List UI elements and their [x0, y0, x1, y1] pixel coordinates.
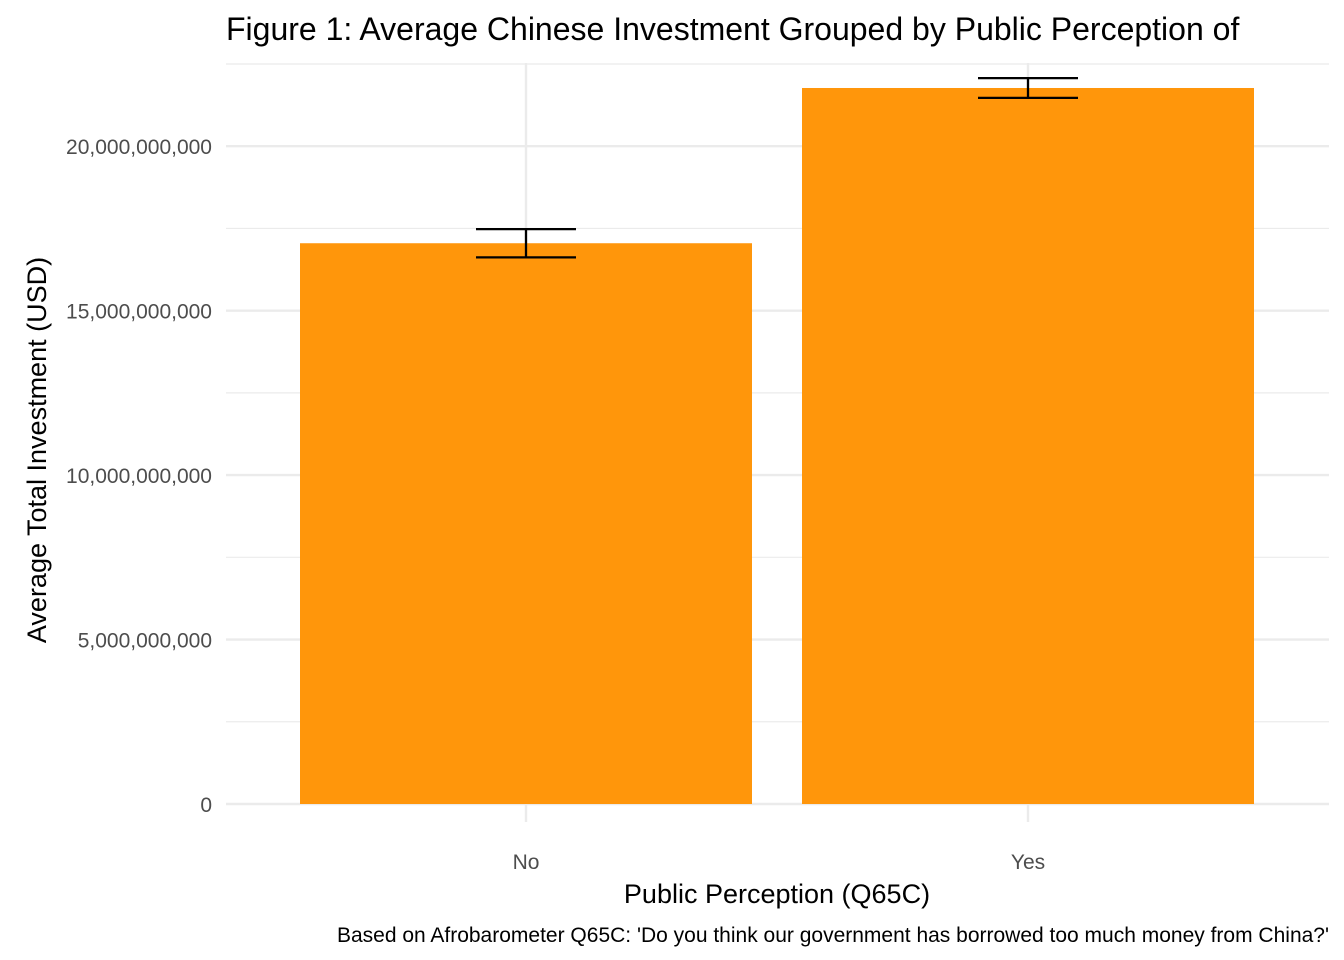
y-tick-label: 20,000,000,000 — [66, 136, 212, 159]
error-bar-no — [476, 227, 576, 259]
y-tick-label: 10,000,000,000 — [66, 465, 212, 488]
error-bars — [476, 76, 1078, 259]
y-tick-label: 15,000,000,000 — [66, 301, 212, 324]
x-tick-label: Yes — [1011, 851, 1045, 874]
bar-yes — [802, 87, 1254, 805]
error-bar-yes — [978, 76, 1078, 100]
y-axis-title: Average Total Investment (USD) — [22, 257, 52, 643]
y-tick-label: 5,000,000,000 — [78, 630, 212, 653]
chart-caption: Based on Afrobarometer Q65C: 'Do you thi… — [337, 924, 1329, 947]
chart-title: Figure 1: Average Chinese Investment Gro… — [226, 11, 1239, 47]
bars — [300, 87, 1254, 805]
x-axis-title: Public Perception (Q65C) — [624, 879, 930, 909]
x-tick-label: No — [513, 851, 540, 874]
y-axis-ticks: 0 5,000,000,000 10,000,000,000 15,000,000,0… — [66, 136, 212, 817]
bar-no — [300, 243, 752, 804]
x-axis-ticks: No Yes — [513, 851, 1046, 874]
y-tick-label: 0 — [200, 794, 212, 817]
